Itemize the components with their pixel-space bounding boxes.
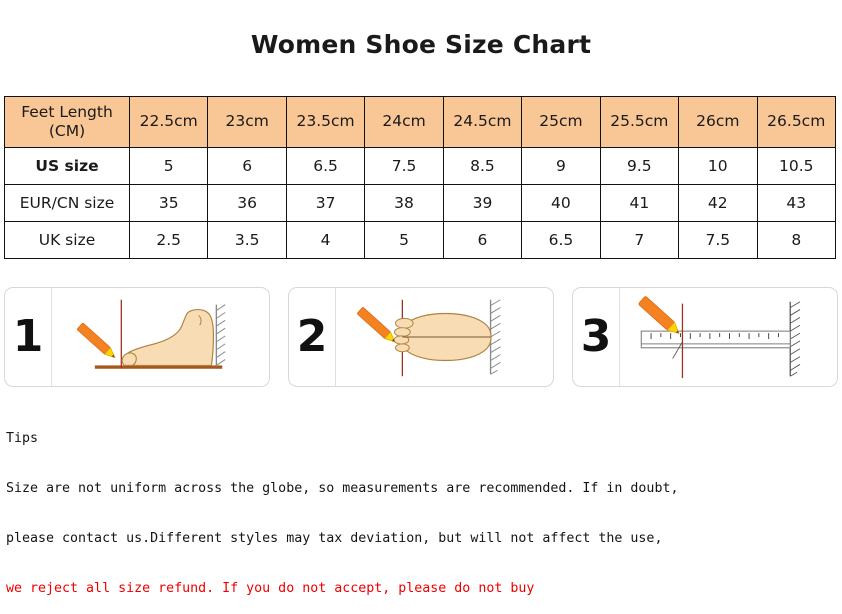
cell-uk-size-5: 6.5 bbox=[521, 221, 601, 259]
cell-feet-length-4: 24.5cm bbox=[442, 96, 523, 148]
ruler-measure-icon bbox=[620, 288, 837, 386]
step-number-1: 1 bbox=[5, 288, 52, 386]
foot-top-view-icon bbox=[336, 288, 553, 386]
shoe-size-table: Feet Length (CM) 22.5cm 23cm 23.5cm 24cm… bbox=[4, 96, 836, 259]
row-label-uk-size: UK size bbox=[4, 221, 130, 259]
cell-us-size-3: 7.5 bbox=[364, 147, 444, 185]
cell-feet-length-6: 25.5cm bbox=[599, 96, 680, 148]
cell-us-size-8: 10.5 bbox=[756, 147, 836, 185]
cell-eur-cn-size-8: 43 bbox=[756, 184, 836, 222]
cell-us-size-0: 5 bbox=[128, 147, 209, 185]
cell-eur-cn-size-7: 42 bbox=[678, 184, 758, 222]
table-row-uk-size: UK size 2.5 3.5 4 5 6 6.5 7 7.5 8 bbox=[4, 221, 836, 259]
cell-feet-length-3: 24cm bbox=[364, 96, 444, 148]
cell-feet-length-7: 26cm bbox=[678, 96, 758, 148]
step-number-3: 3 bbox=[573, 288, 620, 386]
cell-eur-cn-size-5: 40 bbox=[521, 184, 601, 222]
cell-feet-length-0: 22.5cm bbox=[128, 96, 209, 148]
row-label-feet-length-line2: (CM) bbox=[48, 122, 86, 140]
cell-feet-length-8: 26.5cm bbox=[756, 96, 836, 148]
cell-uk-size-1: 3.5 bbox=[207, 221, 287, 259]
row-label-feet-length: Feet Length (CM) bbox=[4, 96, 130, 148]
cell-eur-cn-size-3: 38 bbox=[364, 184, 444, 222]
tips-heading: Tips bbox=[6, 431, 39, 447]
cell-uk-size-8: 8 bbox=[756, 221, 836, 259]
cell-uk-size-6: 7 bbox=[599, 221, 680, 259]
cell-us-size-2: 6.5 bbox=[285, 147, 366, 185]
cell-uk-size-0: 2.5 bbox=[128, 221, 209, 259]
tips-line-3-warning: we reject all size refund. If you do not… bbox=[6, 580, 535, 596]
table-row-feet-length: Feet Length (CM) 22.5cm 23cm 23.5cm 24cm… bbox=[4, 96, 836, 148]
cell-eur-cn-size-2: 37 bbox=[285, 184, 366, 222]
cell-us-size-6: 9.5 bbox=[599, 147, 680, 185]
row-label-us-size: US size bbox=[4, 147, 130, 185]
cell-eur-cn-size-6: 41 bbox=[599, 184, 680, 222]
cell-feet-length-2: 23.5cm bbox=[285, 96, 366, 148]
step-panel-3: 3 bbox=[572, 287, 838, 387]
cell-feet-length-1: 23cm bbox=[207, 96, 287, 148]
measuring-steps: 1 bbox=[4, 287, 838, 387]
cell-uk-size-4: 6 bbox=[442, 221, 523, 259]
page-title: Women Shoe Size Chart bbox=[250, 30, 592, 59]
row-label-feet-length-line1: Feet Length bbox=[21, 102, 113, 121]
cell-us-size-4: 8.5 bbox=[442, 147, 523, 185]
table-row-us-size: US size 5 6 6.5 7.5 8.5 9 9.5 10 10.5 bbox=[4, 147, 836, 185]
cell-uk-size-7: 7.5 bbox=[678, 221, 758, 259]
cell-us-size-5: 9 bbox=[521, 147, 601, 185]
tips-block: Tips Size are not uniform across the glo… bbox=[6, 398, 836, 614]
tips-line-1: Size are not uniform across the globe, s… bbox=[6, 480, 679, 496]
cell-feet-length-5: 25cm bbox=[521, 96, 601, 148]
row-label-eur-cn-size: EUR/CN size bbox=[4, 184, 130, 222]
step-number-2: 2 bbox=[289, 288, 336, 386]
table-row-eur-cn-size: EUR/CN size 35 36 37 38 39 40 41 42 43 bbox=[4, 184, 836, 222]
step-panel-2: 2 bbox=[288, 287, 554, 387]
cell-us-size-7: 10 bbox=[678, 147, 758, 185]
cell-eur-cn-size-4: 39 bbox=[442, 184, 523, 222]
cell-eur-cn-size-1: 36 bbox=[207, 184, 287, 222]
tips-line-2: please contact us.Different styles may t… bbox=[6, 530, 663, 546]
cell-eur-cn-size-0: 35 bbox=[128, 184, 209, 222]
cell-uk-size-3: 5 bbox=[364, 221, 444, 259]
step-panel-1: 1 bbox=[4, 287, 270, 387]
foot-side-view-icon bbox=[52, 288, 269, 386]
cell-uk-size-2: 4 bbox=[285, 221, 366, 259]
cell-us-size-1: 6 bbox=[207, 147, 287, 185]
